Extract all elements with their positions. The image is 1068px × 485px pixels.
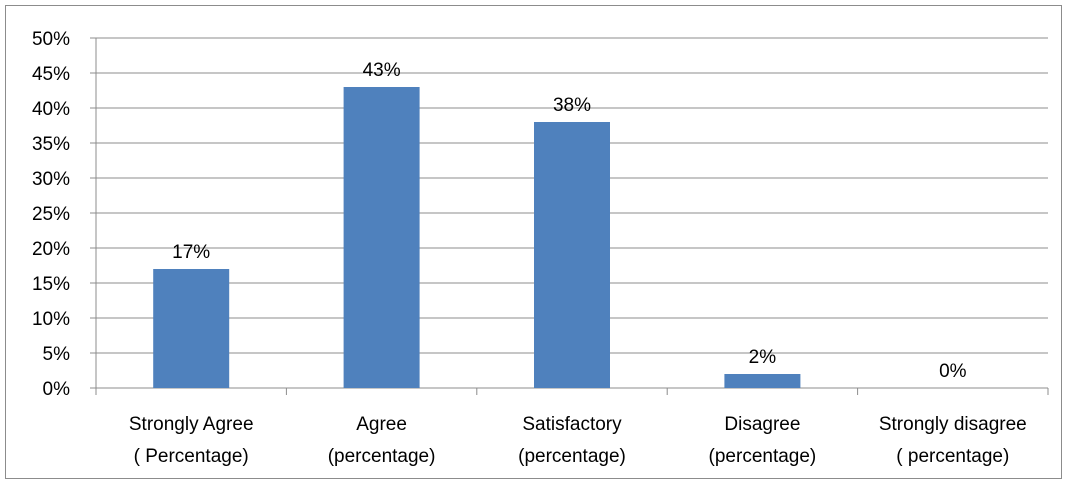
- y-tick-label: 45%: [32, 64, 70, 85]
- y-tick-label: 10%: [32, 309, 70, 330]
- data-label: 38%: [553, 95, 591, 116]
- y-tick-label: 15%: [32, 274, 70, 295]
- x-category-label: ( Percentage): [134, 446, 249, 467]
- x-category-label: Disagree: [724, 414, 800, 435]
- y-tick-label: 20%: [32, 239, 70, 260]
- bar: [724, 374, 801, 388]
- x-category-label: (percentage): [328, 446, 436, 467]
- x-category-label: (percentage): [518, 446, 626, 467]
- y-tick-label: 35%: [32, 134, 70, 155]
- x-category-label: Strongly disagree: [879, 414, 1027, 435]
- y-tick-label: 5%: [43, 344, 71, 365]
- y-tick-label: 50%: [32, 29, 70, 50]
- y-tick-label: 40%: [32, 99, 70, 120]
- y-tick-label: 0%: [43, 379, 71, 400]
- bar: [534, 122, 610, 388]
- bar: [343, 87, 420, 388]
- data-label: 43%: [363, 60, 401, 81]
- x-category-label: ( percentage): [896, 446, 1009, 467]
- bar: [153, 269, 230, 388]
- chart-frame: [5, 5, 1062, 479]
- y-tick-label: 30%: [32, 169, 70, 190]
- x-category-label: Satisfactory: [522, 414, 622, 435]
- x-category-label: Agree: [356, 414, 407, 435]
- data-label: 2%: [749, 347, 777, 368]
- data-label: 17%: [172, 242, 210, 263]
- x-category-label: (percentage): [709, 446, 817, 467]
- y-tick-label: 25%: [32, 204, 70, 225]
- data-label: 0%: [939, 361, 967, 382]
- x-category-label: Strongly Agree: [129, 414, 254, 435]
